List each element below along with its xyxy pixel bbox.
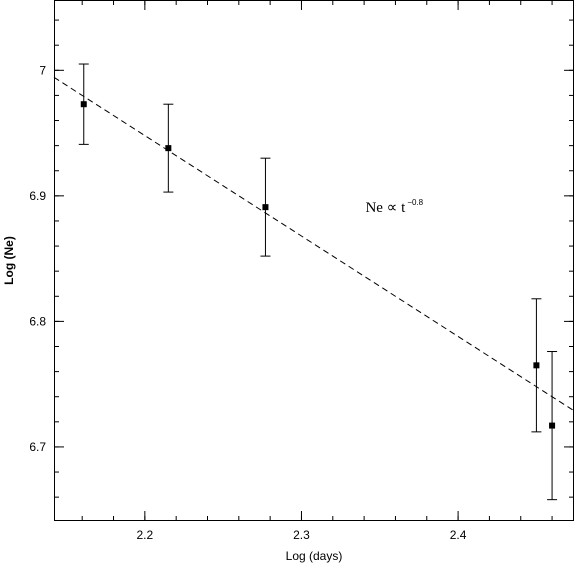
data-point [80,101,87,108]
data-point [533,362,540,369]
x-tick-label: 2.4 [450,528,467,542]
annotation-text: Ne ∝ t [365,200,406,216]
plot-frame [54,0,574,521]
y-tick-label: 6.9 [29,189,46,203]
y-tick-label: 6.7 [29,440,46,454]
x-tick-label: 2.2 [136,528,153,542]
data-point [165,145,172,152]
data-points-group [78,63,558,501]
fit-line-group [53,76,574,412]
tick-marks [54,0,574,521]
data-point [549,422,556,429]
data-point [262,204,269,211]
annotation-exponent: −0.8 [407,198,423,207]
y-tick-label: 6.8 [29,314,46,328]
x-axis-label: Log (days) [286,549,343,563]
y-axis-label: Log (Ne) [2,236,16,285]
y-tick-label: 7 [39,63,46,77]
power-law-annotation: Ne ∝ t −0.8 [365,198,423,216]
fit-line [53,76,574,412]
tick-labels-group: 2.2 2.3 2.4 6.7 6.8 6.9 7 [29,63,466,542]
x-tick-label: 2.3 [293,528,310,542]
